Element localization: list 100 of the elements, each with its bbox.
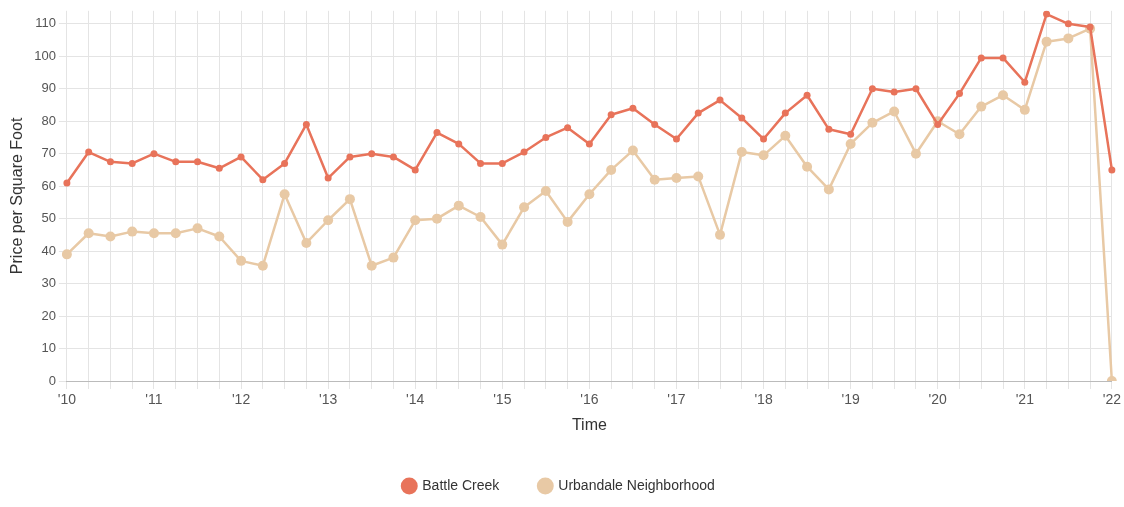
point xyxy=(1043,10,1051,18)
point xyxy=(236,255,247,266)
point xyxy=(302,120,310,128)
point xyxy=(694,109,702,117)
point xyxy=(542,133,550,141)
point xyxy=(366,260,377,271)
point xyxy=(607,111,615,119)
legend-label: Battle Creek xyxy=(422,476,501,493)
point xyxy=(760,135,768,143)
x-tick-label: '15 xyxy=(493,391,512,408)
y-tick-label: 40 xyxy=(41,242,56,258)
point xyxy=(346,153,354,161)
point xyxy=(431,213,442,224)
point xyxy=(1019,104,1030,115)
point xyxy=(433,129,441,137)
point xyxy=(649,174,660,185)
point xyxy=(477,159,485,167)
point xyxy=(845,138,856,149)
point xyxy=(803,91,811,99)
point xyxy=(910,148,921,159)
point xyxy=(867,117,878,128)
point xyxy=(802,161,813,172)
point xyxy=(259,176,267,184)
point xyxy=(955,90,963,98)
point xyxy=(912,85,920,93)
point xyxy=(1108,166,1116,174)
y-tick-label: 0 xyxy=(48,372,56,388)
x-tick-label: '11 xyxy=(145,391,163,408)
point xyxy=(323,215,334,226)
point xyxy=(1064,20,1072,28)
point xyxy=(823,184,834,195)
point xyxy=(214,231,225,242)
x-tick-label: '18 xyxy=(754,391,773,408)
x-tick-label: '19 xyxy=(841,391,860,408)
point xyxy=(606,164,617,175)
point xyxy=(194,158,202,166)
point xyxy=(410,215,421,226)
point xyxy=(736,147,747,158)
point xyxy=(976,101,987,112)
point xyxy=(998,90,1009,101)
point xyxy=(148,228,159,239)
point xyxy=(170,228,181,239)
point xyxy=(411,166,419,174)
point xyxy=(889,106,900,117)
point xyxy=(106,158,114,166)
point xyxy=(85,148,93,156)
point xyxy=(585,140,593,148)
point xyxy=(999,54,1007,62)
point xyxy=(716,96,724,104)
point xyxy=(389,153,397,161)
point xyxy=(540,186,551,197)
x-tick-label: '10 xyxy=(57,391,77,408)
point xyxy=(890,88,898,96)
point xyxy=(564,124,572,132)
point xyxy=(1021,78,1029,86)
point xyxy=(344,194,355,205)
point xyxy=(215,164,223,172)
point xyxy=(1063,33,1074,44)
point xyxy=(758,150,769,161)
y-tick-label: 60 xyxy=(41,177,56,193)
point xyxy=(868,85,876,93)
x-tick-label: '22 xyxy=(1102,391,1122,408)
point xyxy=(281,159,289,167)
point xyxy=(128,159,136,167)
x-tick-label: '17 xyxy=(667,391,686,408)
x-tick-label: '16 xyxy=(580,391,599,408)
point xyxy=(651,120,659,128)
point xyxy=(781,109,789,117)
point xyxy=(1041,36,1052,47)
point xyxy=(847,130,855,138)
point xyxy=(172,158,180,166)
y-tick-label: 20 xyxy=(41,307,56,323)
point xyxy=(498,159,506,167)
y-tick-label: 90 xyxy=(41,80,56,96)
point xyxy=(977,54,985,62)
y-tick-label: 80 xyxy=(41,112,56,128)
point xyxy=(738,114,746,122)
legend-label: Urbandale Neighborhood xyxy=(558,476,715,493)
point xyxy=(192,223,203,234)
point xyxy=(279,189,290,200)
x-axis-title: Time xyxy=(571,415,607,433)
y-axis-title: Price per Square Foot xyxy=(8,117,26,275)
point xyxy=(388,252,399,263)
point xyxy=(127,226,138,237)
y-tick-label: 10 xyxy=(41,340,56,356)
point xyxy=(671,173,682,184)
x-tick-label: '20 xyxy=(928,391,948,408)
point xyxy=(520,148,528,156)
x-tick-label: '13 xyxy=(319,391,338,408)
point xyxy=(584,189,595,200)
point xyxy=(368,150,376,158)
point xyxy=(237,153,245,161)
x-tick-label: '12 xyxy=(231,391,251,408)
point xyxy=(105,231,116,242)
point xyxy=(519,202,530,213)
y-tick-label: 70 xyxy=(41,145,56,161)
y-tick-label: 50 xyxy=(41,210,56,226)
point xyxy=(497,239,508,250)
point xyxy=(455,140,463,148)
y-tick-label: 100 xyxy=(34,47,56,63)
